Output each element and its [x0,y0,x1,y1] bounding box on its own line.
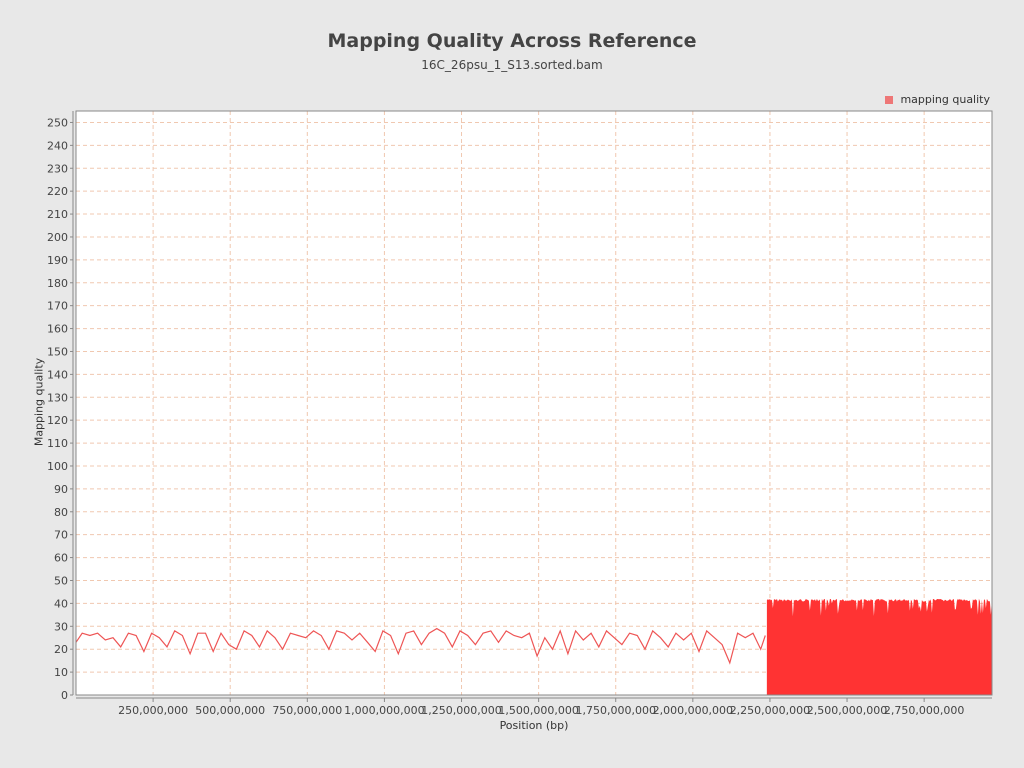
y-tick-label: 10 [54,666,68,679]
x-tick-label: 1,750,000,000 [575,704,655,717]
y-tick-label: 140 [47,368,68,381]
y-tick-label: 100 [47,460,68,473]
y-tick-label: 20 [54,643,68,656]
y-tick-label: 60 [54,552,68,565]
y-axis-label: Mapping quality [32,357,46,447]
x-tick-label: 2,250,000,000 [730,704,810,717]
x-tick-label: 2,750,000,000 [884,704,964,717]
y-tick-label: 40 [54,597,68,610]
legend-swatch [885,95,894,104]
y-tick-label: 50 [54,574,68,587]
x-tick-label: 2,000,000,000 [653,704,733,717]
chart-subtitle: 16C_26psu_1_S13.sorted.bam [421,58,603,72]
y-tick-label: 200 [47,231,68,244]
y-tick-label: 120 [47,414,68,427]
y-tick-label: 80 [54,506,68,519]
plot-area [76,111,992,695]
y-tick-label: 90 [54,483,68,496]
y-tick-label: 70 [54,529,68,542]
x-tick-label: 1,250,000,000 [421,704,501,717]
y-tick-label: 230 [47,162,68,175]
y-tick-label: 30 [54,620,68,633]
y-tick-label: 0 [61,689,68,702]
plot-border [75,110,993,696]
x-tick-label: 2,500,000,000 [807,704,887,717]
y-tick-label: 220 [47,185,68,198]
y-tick-label: 110 [47,437,68,450]
x-tick-label: 250,000,000 [118,704,188,717]
y-tick-label: 170 [47,300,68,313]
y-tick-label: 150 [47,345,68,358]
y-tick-label: 240 [47,139,68,152]
x-tick-label: 1,000,000,000 [344,704,424,717]
x-tick-label: 1,500,000,000 [498,704,578,717]
series-line-mapping-quality [75,627,766,665]
y-tick-label: 210 [47,208,68,221]
y-tick-label: 250 [47,116,68,129]
y-tick-label: 190 [47,254,68,267]
y-tick-label: 160 [47,323,68,336]
chart-title: Mapping Quality Across Reference [327,30,697,52]
y-tick-label: 130 [47,391,68,404]
legend: mapping quality [885,93,990,106]
x-axis-label: Position (bp) [499,719,569,732]
x-tick-label: 500,000,000 [195,704,265,717]
dense-region-area [766,598,992,695]
y-tick-label: 180 [47,277,68,290]
x-tick-label: 750,000,000 [272,704,342,717]
legend-label: mapping quality [900,93,990,106]
